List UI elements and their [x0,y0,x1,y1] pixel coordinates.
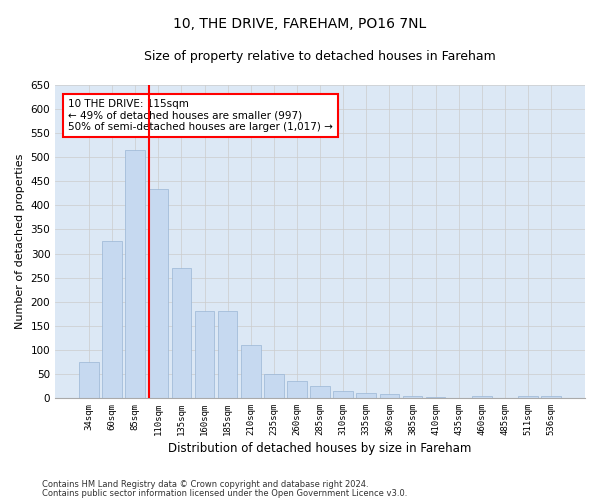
Text: 10 THE DRIVE: 115sqm
← 49% of detached houses are smaller (997)
50% of semi-deta: 10 THE DRIVE: 115sqm ← 49% of detached h… [68,99,333,132]
Bar [403,396,422,398]
Text: Contains public sector information licensed under the Open Government Licence v3: Contains public sector information licen… [42,488,407,498]
Bar [356,393,376,398]
Bar [380,394,399,398]
Bar [334,390,353,398]
Bar [287,381,307,398]
Bar [426,396,445,398]
Bar [541,396,561,398]
Bar [103,242,122,398]
Y-axis label: Number of detached properties: Number of detached properties [15,154,25,329]
Bar [195,312,214,398]
Bar [149,188,168,398]
Bar [79,362,99,398]
Title: Size of property relative to detached houses in Fareham: Size of property relative to detached ho… [144,50,496,63]
Text: 10, THE DRIVE, FAREHAM, PO16 7NL: 10, THE DRIVE, FAREHAM, PO16 7NL [173,18,427,32]
Bar [310,386,330,398]
Bar [472,396,491,398]
Bar [125,150,145,398]
Text: Contains HM Land Registry data © Crown copyright and database right 2024.: Contains HM Land Registry data © Crown c… [42,480,368,489]
Bar [518,396,538,398]
Bar [218,312,238,398]
X-axis label: Distribution of detached houses by size in Fareham: Distribution of detached houses by size … [169,442,472,455]
Bar [172,268,191,398]
Bar [241,345,260,398]
Bar [264,374,284,398]
